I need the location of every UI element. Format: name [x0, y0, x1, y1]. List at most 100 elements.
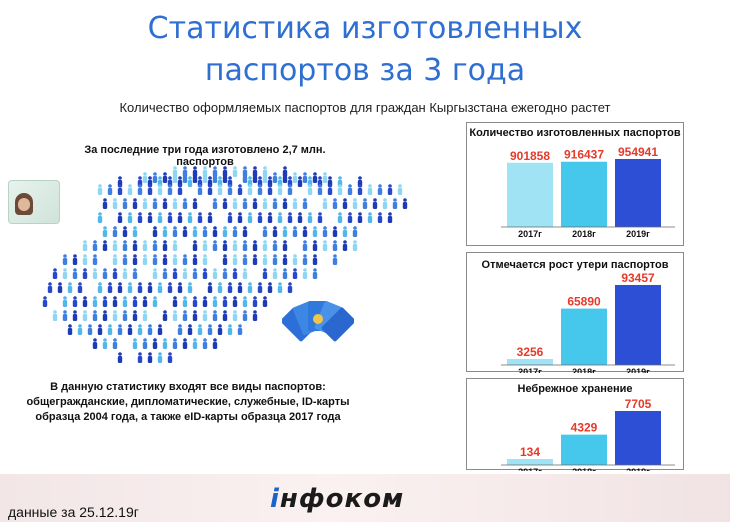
person-icon [42, 296, 48, 307]
person-icon [147, 352, 153, 363]
person-icon [292, 226, 298, 237]
person-icon [282, 254, 288, 265]
bar-2019г [615, 159, 661, 227]
person-icon [307, 212, 313, 223]
person-icon [232, 296, 238, 307]
person-icon [142, 240, 148, 251]
person-icon [252, 310, 258, 321]
person-icon [132, 198, 138, 209]
person-icon [227, 212, 233, 223]
person-icon [252, 172, 258, 183]
person-icon [167, 282, 173, 293]
person-icon [397, 184, 403, 195]
person-icon [272, 172, 278, 183]
person-icon [162, 338, 168, 349]
person-icon [122, 240, 128, 251]
person-icon [142, 198, 148, 209]
person-icon [112, 268, 118, 279]
person-icon [177, 324, 183, 335]
person-icon [67, 282, 73, 293]
statistics-note: В данную статистику входят все виды пасп… [8, 380, 368, 425]
bar-chart: 901858 2017г 916437 2018г 954941 2019г [501, 145, 675, 239]
person-icon [107, 324, 113, 335]
data-label: 65890 [567, 295, 601, 309]
person-icon [122, 198, 128, 209]
person-icon [182, 296, 188, 307]
person-icon [182, 310, 188, 321]
person-icon [222, 198, 228, 209]
person-icon [252, 240, 258, 251]
person-icon [302, 198, 308, 209]
person-icon [257, 212, 263, 223]
person-icon [332, 198, 338, 209]
person-icon [97, 282, 103, 293]
person-icon [267, 212, 273, 223]
person-icon [192, 310, 198, 321]
person-icon [62, 296, 68, 307]
person-icon [212, 172, 218, 183]
person-icon [182, 172, 188, 183]
person-icon [177, 184, 183, 195]
chart-lost-passports: Отмечается рост утери паспортов 3256 2017… [466, 252, 684, 373]
person-icon [182, 338, 188, 349]
person-icon [227, 282, 233, 293]
bar-chart: 134 2017г 4329 2018г 7705 2019г [501, 397, 675, 471]
person-icon [242, 198, 248, 209]
person-icon [207, 184, 213, 195]
person-icon [287, 212, 293, 223]
person-icon [212, 240, 218, 251]
person-icon [107, 282, 113, 293]
person-icon [232, 198, 238, 209]
person-icon [267, 184, 273, 195]
person-icon [282, 240, 288, 251]
person-icon [242, 172, 248, 183]
person-icon [232, 226, 238, 237]
title-line-2: паспортов за 3 года [204, 53, 526, 88]
person-icon [197, 324, 203, 335]
person-icon [252, 296, 258, 307]
person-icon [377, 184, 383, 195]
person-icon [172, 268, 178, 279]
person-icon [117, 352, 123, 363]
person-icon [302, 172, 308, 183]
person-icon [97, 184, 103, 195]
person-icon [292, 254, 298, 265]
person-icon [342, 198, 348, 209]
person-icon [187, 212, 193, 223]
person-icon [237, 324, 243, 335]
person-icon [312, 240, 318, 251]
person-icon [62, 310, 68, 321]
person-icon [192, 338, 198, 349]
person-icon [262, 268, 268, 279]
bar-2018г [561, 308, 607, 365]
person-icon [62, 268, 68, 279]
person-icon [82, 268, 88, 279]
person-icon [197, 212, 203, 223]
category-label: 2019г [626, 367, 650, 373]
person-icon [322, 172, 328, 183]
bar-2017г [507, 162, 553, 227]
person-icon [237, 184, 243, 195]
person-icon [222, 172, 228, 183]
person-icon [147, 324, 153, 335]
person-icon [132, 296, 138, 307]
person-icon [142, 310, 148, 321]
data-label: 134 [520, 445, 540, 459]
person-icon [132, 254, 138, 265]
person-icon [102, 268, 108, 279]
person-icon [337, 212, 343, 223]
person-icon [312, 172, 318, 183]
person-icon [172, 254, 178, 265]
data-label: 954941 [618, 145, 658, 159]
person-icon [77, 324, 83, 335]
person-icon [112, 240, 118, 251]
person-icon [217, 184, 223, 195]
person-icon [182, 198, 188, 209]
person-icon [187, 282, 193, 293]
person-icon [142, 172, 148, 183]
person-icon [242, 296, 248, 307]
chart-careless-storage: Небрежное хранение 134 2017г 4329 2018г 7705… [466, 378, 684, 471]
person-icon [82, 254, 88, 265]
person-icon [277, 184, 283, 195]
chart-title: Отмечается рост утери паспортов [481, 259, 669, 271]
